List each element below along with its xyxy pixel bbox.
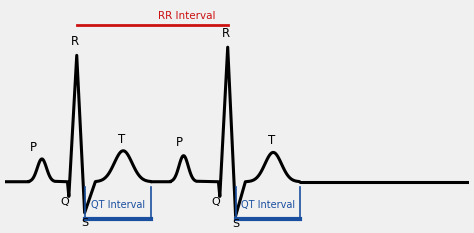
Text: S: S bbox=[232, 219, 239, 229]
Text: R: R bbox=[71, 35, 80, 48]
Text: QT Interval: QT Interval bbox=[241, 200, 295, 209]
Text: P: P bbox=[176, 136, 183, 149]
Text: QT Interval: QT Interval bbox=[91, 200, 145, 209]
Text: RR Interval: RR Interval bbox=[158, 11, 216, 21]
Text: P: P bbox=[30, 141, 37, 154]
Text: R: R bbox=[222, 27, 230, 40]
Text: Q: Q bbox=[212, 197, 220, 207]
Text: S: S bbox=[81, 218, 88, 227]
Text: Q: Q bbox=[61, 197, 70, 207]
Text: T: T bbox=[268, 134, 275, 147]
Text: T: T bbox=[118, 133, 126, 146]
